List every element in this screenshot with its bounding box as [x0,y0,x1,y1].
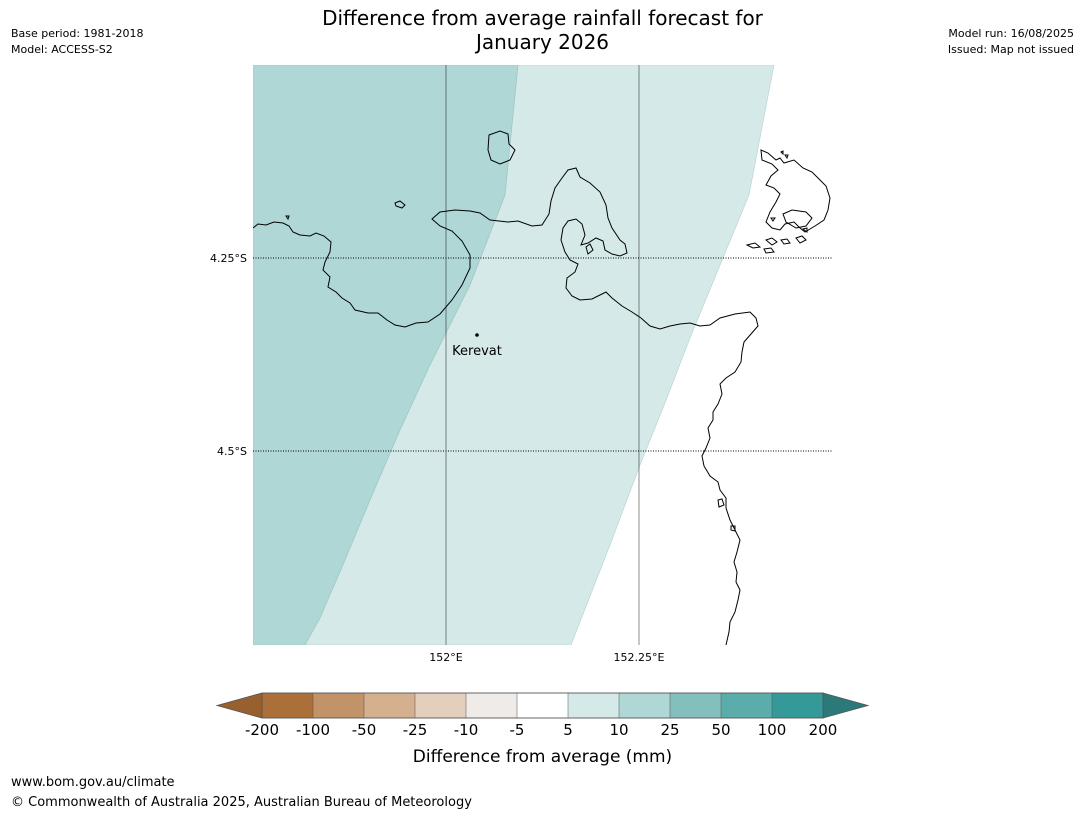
colorbar-tick-label: -50 [352,721,377,739]
island-east-2 [782,209,813,229]
islet-2 [285,215,290,221]
lon-label-152: 152°E [429,651,462,664]
colorbar-cell [465,692,518,719]
islet-4 [730,525,736,532]
island-east-7 [763,247,775,254]
coastline [253,130,831,645]
meta-left: Base period: 1981-2018 Model: ACCESS-S2 [11,26,143,58]
model-run: Model run: 16/08/2025 [948,27,1074,40]
colorbar-tick-label: 200 [809,721,838,739]
colorbar-cell [414,692,467,719]
colorbar-frame [261,692,824,719]
islet-3 [717,498,725,508]
island-east-11 [784,154,789,160]
colorbar-cell [720,692,773,719]
colorbar-cell [261,692,314,719]
colorbar: -200 -100 -50 -25 -10 -5 5 10 25 50 100 200 Differe… [215,692,870,767]
colorbar-tick-label: -25 [403,721,428,739]
island-east-large [760,149,831,233]
colorbar-cell [669,692,722,719]
lat-label-4-5: 4.5°S [217,445,247,458]
model-name: Model: ACCESS-S2 [11,43,113,56]
colorbar-cell [516,692,569,719]
colorbar-tick-label: -200 [245,721,279,739]
island-east-8 [801,227,808,233]
colorbar-over-triangle [822,692,870,719]
issued-status: Issued: Map not issued [947,43,1074,56]
colorbar-cell [312,692,365,719]
island-east-9 [770,217,776,222]
colorbar-tick-label: -5 [510,721,525,739]
graticule [253,65,832,645]
base-period: Base period: 1981-2018 [11,27,144,40]
title-line-1: Difference from average rainfall forecas… [322,6,763,30]
island-east-10 [780,150,784,156]
footer-copyright: © Commonwealth of Australia 2025, Austra… [11,795,472,810]
colorbar-tick-label: -10 [454,721,479,739]
colorbar-tick-label: 50 [711,721,730,739]
place-label-kerevat: Kerevat [452,344,502,359]
island-east-4 [764,237,778,246]
meta-right: Model run: 16/08/2025 Issued: Map not is… [948,26,1074,58]
title-line-2: January 2026 [475,30,610,54]
map-area: Kerevat [253,65,832,645]
colorbar-under-triangle [215,692,263,719]
colorbar-title: Difference from average (mm) [413,747,672,767]
map-title: Difference from average rainfall forecas… [0,6,1085,54]
colorbar-tick-label: 5 [563,721,573,739]
colorbar-cell [567,692,620,719]
colorbar-tick-label: -100 [296,721,330,739]
lon-label-152-25: 152.25°E [614,651,665,664]
colorbar-tick-label: 25 [660,721,679,739]
colorbar-tick-label: 10 [609,721,628,739]
island-east-6 [795,235,807,244]
footer-url: www.bom.gov.au/climate [11,775,175,790]
colorbar-cell [771,692,824,719]
colorbar-tick-label: 100 [758,721,787,739]
colorbar-cell [363,692,416,719]
kerevat-marker [475,333,479,337]
island-north [487,130,516,165]
colorbar-cell [618,692,671,719]
island-east-5 [780,238,791,245]
island-east-3 [745,242,762,249]
islet-1 [394,200,406,209]
lat-label-4-25: 4.25°S [210,252,247,265]
